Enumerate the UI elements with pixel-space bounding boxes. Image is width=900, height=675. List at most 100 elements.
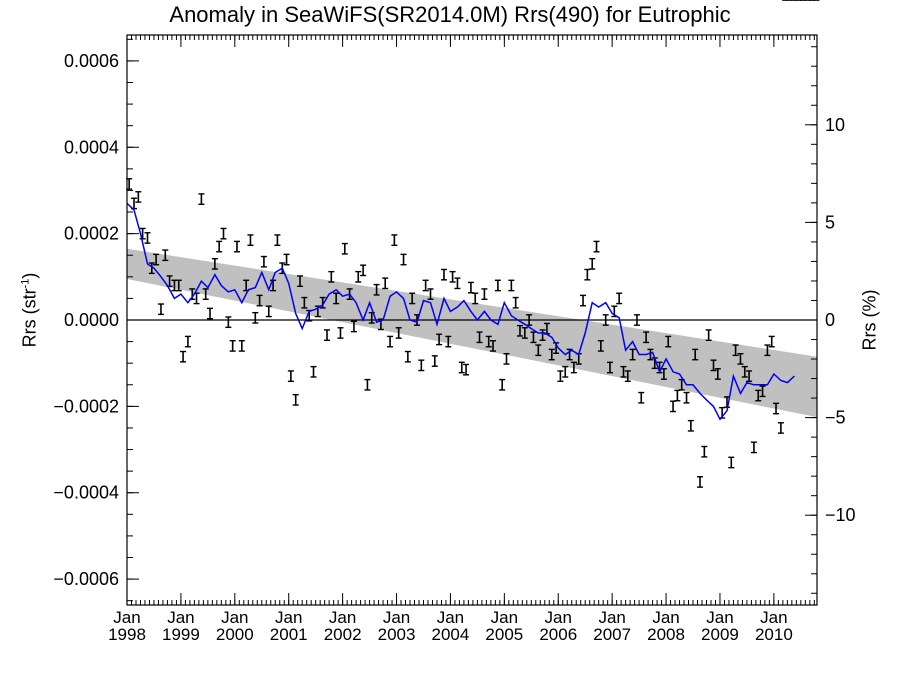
x-tick-year-label: 2010 (755, 625, 793, 644)
data-point (557, 370, 564, 383)
x-tick-month-label: Jan (706, 608, 733, 627)
data-point (184, 335, 191, 348)
data-point (714, 368, 721, 380)
data-point (297, 275, 304, 288)
data-point (746, 370, 753, 383)
data-point (674, 389, 681, 402)
monthly-points-layer (126, 0, 820, 488)
data-point (697, 476, 704, 488)
data-point (701, 445, 708, 458)
x-tick-month-label: Jan (760, 608, 787, 627)
data-point (323, 329, 330, 341)
data-point (777, 422, 784, 434)
data-point (238, 340, 245, 352)
data-point (395, 327, 402, 339)
data-point (202, 288, 209, 300)
chart-title: Anomaly in SeaWiFS(SR2014.0M) Rrs(490) f… (169, 2, 731, 27)
data-point (247, 234, 254, 246)
data-point (252, 311, 259, 324)
data-point (584, 268, 591, 281)
data-point (616, 292, 623, 305)
data-point (283, 253, 290, 266)
data-point (580, 294, 587, 307)
x-tick-month-label: Jan (329, 608, 356, 627)
running-mean-line (126, 202, 795, 421)
data-point (292, 394, 299, 406)
data-point (494, 279, 501, 292)
x-tick-year-label: 2005 (485, 625, 523, 644)
data-point (458, 361, 465, 374)
data-point (391, 234, 398, 246)
data-point (521, 327, 528, 339)
data-point (602, 314, 609, 326)
y-left-tick-label: −0.0002 (53, 396, 119, 416)
trend-band-layer (127, 248, 817, 418)
data-point (260, 255, 267, 268)
data-point (624, 370, 631, 383)
data-point (499, 378, 506, 391)
data-point (153, 253, 160, 266)
data-point (287, 370, 294, 383)
data-point (427, 288, 434, 300)
data-point (607, 361, 613, 374)
y-left-tick-label: 0.0006 (64, 51, 119, 71)
data-point (135, 191, 142, 203)
data-point (481, 288, 488, 300)
data-point (207, 307, 214, 320)
data-point (683, 391, 690, 404)
y-left-tick-label: 0.0004 (64, 137, 119, 157)
data-point (705, 329, 712, 341)
data-point (211, 257, 218, 270)
data-point (409, 292, 416, 305)
data-point (472, 292, 479, 305)
data-point (216, 240, 223, 253)
data-point (328, 270, 335, 283)
data-point (225, 316, 232, 329)
data-point (229, 340, 236, 352)
data-point (710, 359, 717, 372)
data-point (476, 331, 483, 344)
x-tick-month-label: Jan (437, 608, 464, 627)
data-point (144, 232, 151, 244)
data-point (175, 279, 182, 292)
x-tick-month-label: Jan (221, 608, 248, 627)
data-point (310, 365, 317, 378)
y-left-tick-label: −0.0004 (53, 483, 119, 503)
data-point (180, 350, 187, 363)
data-point (440, 268, 447, 281)
data-point (445, 335, 452, 348)
data-point (337, 327, 344, 339)
data-point (629, 348, 636, 361)
data-point (741, 365, 748, 378)
data-point (364, 378, 371, 391)
data-point (449, 270, 456, 283)
data-point (490, 340, 497, 352)
data-point (162, 249, 169, 262)
trend-band (127, 248, 817, 418)
data-point (256, 294, 263, 307)
x-tick-year-label: 2003 (378, 625, 416, 644)
data-point (404, 350, 411, 363)
data-point (670, 400, 677, 413)
data-point (633, 314, 640, 326)
x-tick-year-label: 2007 (593, 625, 631, 644)
data-point (768, 335, 775, 348)
data-point (418, 359, 425, 372)
data-point (422, 279, 429, 292)
data-point (759, 385, 766, 398)
data-point (220, 227, 227, 240)
y-right-tick-label: −10 (825, 505, 856, 525)
x-tick-year-label: 2008 (647, 625, 685, 644)
y-right-tick-label: 10 (825, 115, 845, 135)
data-point (333, 292, 340, 305)
data-point (593, 240, 600, 253)
x-tick-month-label: Jan (167, 608, 194, 627)
data-point (737, 352, 744, 365)
x-tick-year-label: 2000 (216, 625, 254, 644)
data-point (539, 329, 546, 341)
x-tick-year-label: 2001 (270, 625, 308, 644)
data-point (643, 331, 650, 344)
x-tick-month-label: Jan (598, 608, 625, 627)
y-left-tick-label: −0.0006 (53, 569, 119, 589)
